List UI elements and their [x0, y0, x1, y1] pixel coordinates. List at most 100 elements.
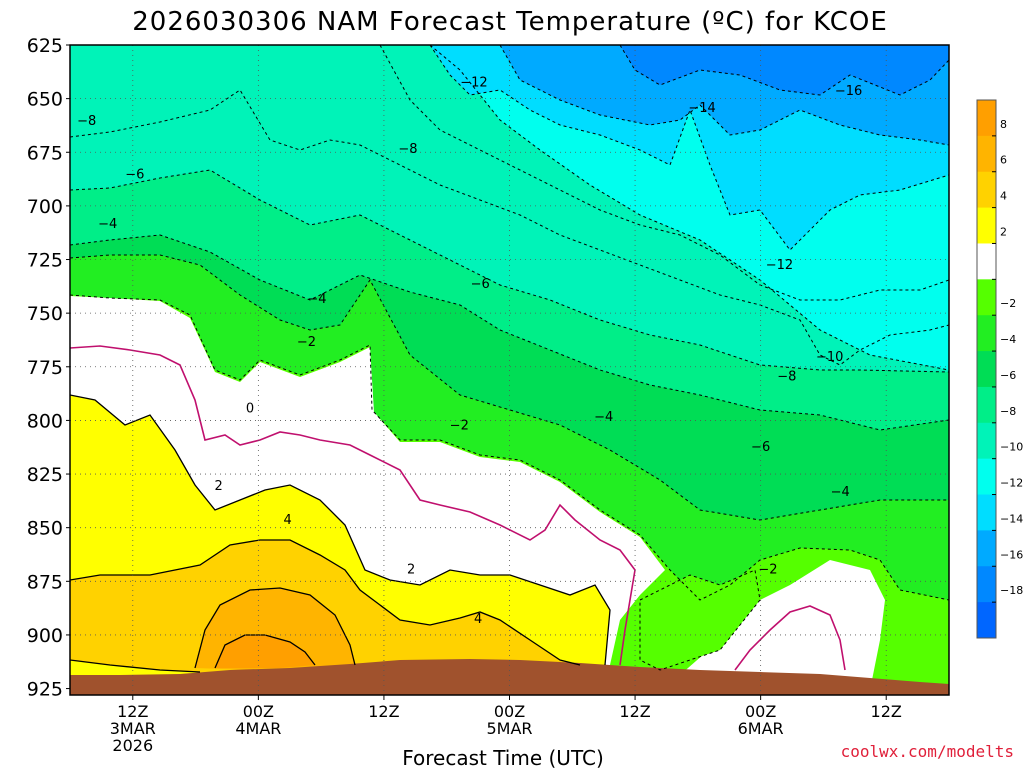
colorbar-tick-label: 2	[1000, 225, 1007, 238]
band-minus-18-to-minus-16	[620, 45, 949, 95]
warm-contours	[70, 394, 611, 673]
y-tick-label: 700	[27, 196, 63, 218]
contour-minus-14	[429, 45, 949, 251]
y-tick-label: 925	[27, 679, 63, 701]
colorbar-tick-label: −6	[1000, 369, 1016, 382]
contour-label: −8	[777, 369, 796, 384]
band-minus-2-hole	[640, 570, 760, 670]
contour-label: 0	[246, 402, 254, 417]
y-tick-label: 775	[27, 357, 63, 379]
x-axis-title: Forecast Time (UTC)	[402, 746, 604, 768]
contour-label: 2	[407, 562, 415, 577]
contour-minus-2	[70, 254, 949, 521]
colorbar-swatch	[977, 422, 996, 460]
credit-text: coolwx.com/modelts	[841, 742, 1014, 761]
freezing-contours	[70, 345, 846, 671]
contour-label: −14	[688, 101, 715, 116]
y-tick-label: 650	[27, 89, 63, 111]
colorbar-tick-label: −16	[1000, 548, 1023, 561]
colorbar-swatch	[977, 566, 996, 603]
contour-label: −4	[594, 410, 613, 425]
x-tick-label: 3MAR	[110, 719, 156, 738]
colorbar-frame	[976, 99, 997, 639]
contour-label: 2	[214, 479, 222, 494]
colorbar-swatch	[977, 279, 996, 316]
contour-label: −4	[98, 217, 117, 232]
colorbar-swatch	[977, 100, 996, 137]
contour-label: −12	[460, 75, 487, 90]
x-tick-label: 12Z	[619, 702, 650, 721]
contour-label: −6	[125, 168, 144, 183]
y-tick-label: 825	[27, 464, 63, 486]
plot-area	[70, 45, 949, 695]
colorbar-swatch	[977, 602, 996, 639]
x-tick-label: 00Z	[243, 702, 274, 721]
contour-minus-12	[429, 45, 949, 371]
x-tick-label: 00Z	[494, 702, 525, 721]
y-tick-label: 750	[27, 303, 63, 325]
contour-labels: −16 −14 −12 −12 −10 −8 −8 −8 −6 −6 −6 −4 −4 −4 −4 −2 −2 −…	[77, 75, 862, 626]
contour-label: −2	[297, 335, 316, 350]
contour-label: −4	[831, 485, 850, 500]
y-axis: 625 650 675 700 725 750 775 800 825 850 875 900 925	[27, 35, 70, 701]
contour-label: −6	[471, 277, 490, 292]
colorbar-tick-label: −12	[1000, 477, 1023, 490]
colorbar-tick-label: −4	[1000, 333, 1016, 346]
contour-minus-2-hole	[639, 569, 761, 671]
y-tick-label: 800	[27, 410, 63, 432]
chart-title: 2026030306 NAM Forecast Temperature (ºC)…	[132, 7, 888, 37]
contour-label: −2	[758, 562, 777, 577]
contour-zero-boundary	[70, 294, 949, 601]
contour-label: 4	[284, 513, 292, 528]
x-tick-label: 5MAR	[486, 719, 532, 738]
x-tick-label: 4MAR	[235, 719, 281, 738]
colorbar-tick-label: −2	[1000, 297, 1016, 310]
colorbar-tick-label: −18	[1000, 584, 1023, 597]
colorbar-swatch	[977, 351, 996, 388]
contour-plus-2-bottom	[70, 659, 201, 673]
colorbar: 8 6 4 2 −2 −4 −6 −8 −10 −12 −14 −16 −18	[976, 99, 1023, 639]
colorbar-swatch	[977, 458, 996, 496]
colorbar-tick-label: −10	[1000, 441, 1023, 454]
contour-label: −6	[751, 440, 770, 455]
y-tick-label: 850	[27, 518, 63, 540]
colorbar-swatch	[977, 386, 996, 424]
x-tick-label: 00Z	[745, 702, 776, 721]
contour-minus-10	[379, 45, 949, 301]
colorbar-tick-label: 4	[1000, 190, 1007, 203]
terrain-ground	[70, 659, 949, 695]
colorbar-swatch	[977, 171, 996, 209]
colorbar-swatch	[977, 135, 996, 173]
y-tick-label: 675	[27, 142, 63, 164]
colorbar-tick-label: 8	[1000, 118, 1007, 131]
x-tick-label: 12Z	[871, 702, 902, 721]
dashed-contours	[70, 45, 949, 671]
x-tick-label: 12Z	[117, 702, 148, 721]
colorbar-swatch	[977, 243, 996, 280]
contour-minus-16	[499, 45, 949, 146]
band-8-plus	[215, 635, 315, 668]
y-tick-label: 725	[27, 250, 63, 272]
contour-label: −4	[307, 292, 326, 307]
contour-minus-18	[619, 45, 949, 96]
colorbar-swatch	[977, 494, 996, 531]
contour-label: −16	[835, 84, 862, 99]
contour-label: −2	[450, 419, 469, 434]
colorbar-swatch	[977, 207, 996, 244]
colorbar-tick-label: −14	[1000, 512, 1023, 525]
colorbar-swatch	[977, 315, 996, 352]
grid-lines	[70, 45, 949, 695]
contour-label: −8	[398, 142, 417, 157]
contour-label: −10	[816, 350, 843, 365]
y-tick-label: 875	[27, 571, 63, 593]
y-tick-label: 625	[27, 35, 63, 57]
colorbar-tick-label: −8	[1000, 405, 1016, 418]
contour-minus-6	[70, 169, 949, 373]
colorbar-tick-label: 6	[1000, 154, 1007, 167]
colorbar-swatch	[977, 530, 996, 567]
contour-minus-4	[70, 234, 949, 431]
contour-plus-2	[70, 394, 611, 666]
contour-label: −8	[77, 114, 96, 129]
